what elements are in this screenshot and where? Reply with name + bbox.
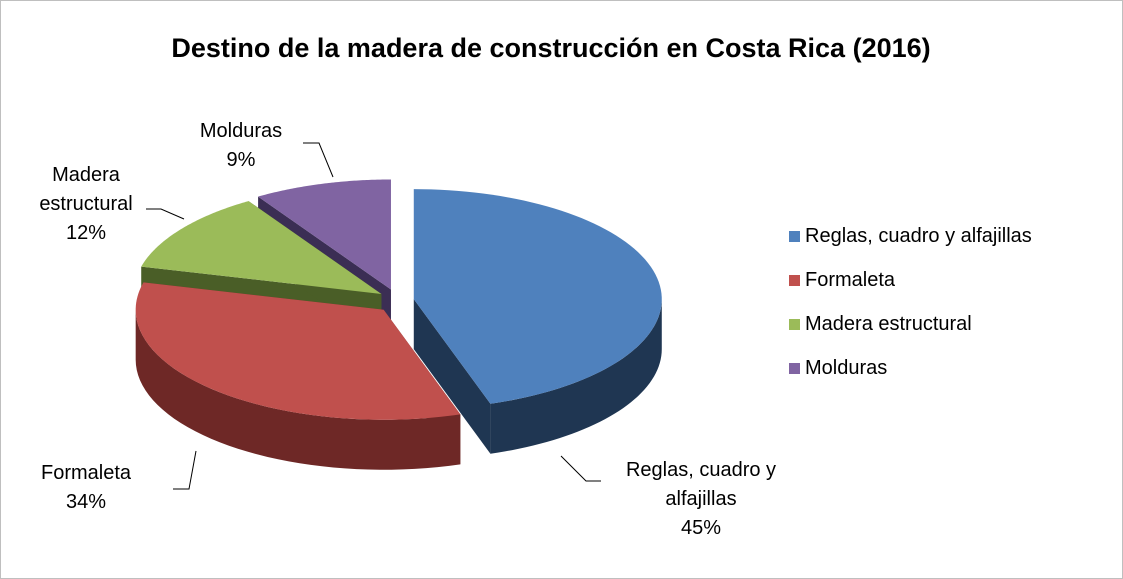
data-label: Madera estructural 12%: [21, 161, 151, 248]
slice: [413, 189, 662, 404]
slice-side: [490, 299, 662, 454]
data-label-name: Formaleta: [40, 462, 132, 484]
legend-entry: Madera estructural: [789, 313, 972, 336]
data-label-name: Reglas, cuadro y alfajillas: [625, 459, 777, 510]
slice-side: [135, 309, 461, 470]
slice: [258, 179, 391, 290]
data-label-value: 9%: [226, 149, 256, 171]
legend-swatch: [789, 231, 800, 242]
leader-line: [146, 208, 185, 220]
pie: [135, 179, 662, 470]
data-label: Formaleta 34%: [26, 459, 146, 517]
data-label-name: Madera estructural: [39, 164, 133, 215]
leader-line: [303, 142, 334, 178]
slice: [141, 201, 382, 294]
data-label-value: 34%: [65, 491, 107, 513]
data-label-name: Molduras: [199, 120, 283, 142]
legend-swatch: [789, 275, 800, 286]
data-label: Molduras 9%: [181, 117, 301, 175]
slice: [135, 282, 461, 420]
chart-title: Destino de la madera de construcción en …: [171, 33, 931, 63]
data-label-value: 45%: [680, 517, 722, 539]
leader-line: [560, 455, 601, 482]
data-label-value: 12%: [65, 222, 107, 244]
legend-label: Reglas, cuadro y alfajillas: [805, 225, 1032, 247]
legend-label: Molduras: [805, 357, 888, 379]
legend-entry: Formaleta: [789, 269, 895, 292]
legend-swatch: [789, 363, 800, 374]
legend-entry: Reglas, cuadro y alfajillas: [789, 225, 1032, 248]
legend-swatch: [789, 319, 800, 330]
data-label: Reglas, cuadro y alfajillas 45%: [591, 456, 811, 543]
legend-label: Madera estructural: [805, 313, 972, 335]
slice-side: [413, 299, 491, 454]
legend-label: Formaleta: [805, 269, 896, 291]
leader-line: [173, 450, 197, 490]
legend-entry: Molduras: [789, 357, 887, 380]
